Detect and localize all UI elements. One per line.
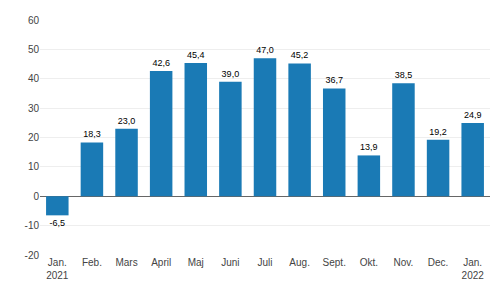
svg-text:Dec.: Dec. (428, 257, 449, 268)
svg-text:36,7: 36,7 (325, 75, 343, 85)
svg-text:0: 0 (33, 191, 39, 202)
svg-text:40: 40 (28, 73, 40, 84)
svg-text:45,2: 45,2 (291, 50, 309, 60)
svg-text:-10: -10 (25, 220, 40, 231)
svg-text:39,0: 39,0 (222, 69, 240, 79)
svg-text:Sept.: Sept. (323, 257, 346, 268)
svg-text:Feb.: Feb. (82, 257, 102, 268)
svg-text:23,0: 23,0 (118, 116, 136, 126)
svg-text:Aug.: Aug. (289, 257, 310, 268)
svg-text:42,6: 42,6 (152, 58, 170, 68)
svg-text:Jan.2022: Jan.2022 (462, 257, 485, 281)
svg-text:April: April (151, 257, 171, 268)
svg-text:Jan.2021: Jan.2021 (46, 257, 69, 281)
svg-text:18,3: 18,3 (83, 129, 101, 139)
svg-text:19,2: 19,2 (429, 127, 447, 137)
svg-text:47,0: 47,0 (256, 45, 274, 55)
svg-text:Nov.: Nov. (394, 257, 414, 268)
svg-text:Juli: Juli (257, 257, 272, 268)
svg-text:50: 50 (28, 44, 40, 55)
svg-text:Juni: Juni (221, 257, 239, 268)
svg-text:Okt.: Okt. (360, 257, 378, 268)
svg-text:60: 60 (28, 15, 40, 26)
svg-text:38,5: 38,5 (395, 70, 413, 80)
svg-text:-20: -20 (25, 250, 40, 261)
svg-text:10: 10 (28, 161, 40, 172)
svg-text:24,9: 24,9 (464, 110, 482, 120)
svg-text:45,4: 45,4 (187, 50, 205, 60)
svg-text:Maj: Maj (188, 257, 204, 268)
svg-text:Mars: Mars (115, 257, 137, 268)
svg-text:30: 30 (28, 103, 40, 114)
svg-text:20: 20 (28, 132, 40, 143)
svg-text:-6,5: -6,5 (50, 218, 66, 228)
svg-text:13,9: 13,9 (360, 142, 378, 152)
